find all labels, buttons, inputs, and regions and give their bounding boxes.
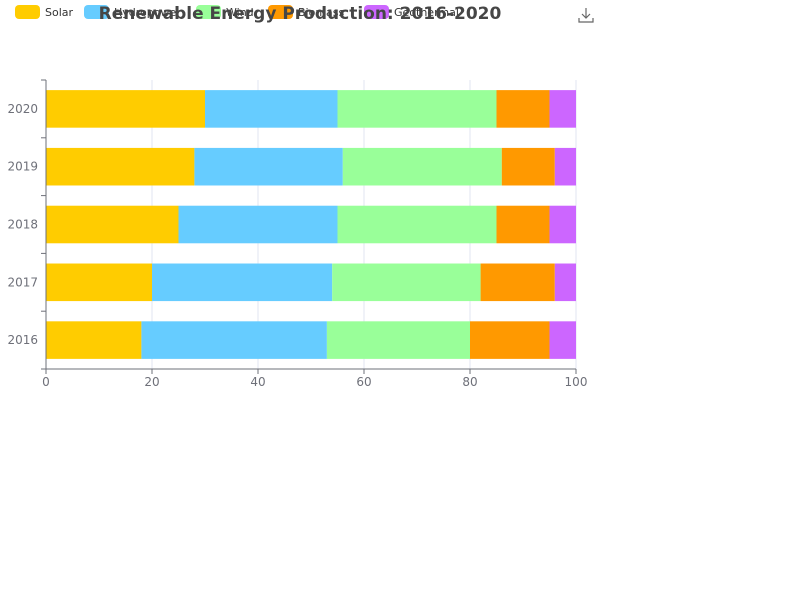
bar-hydropower-2018[interactable] (178, 205, 338, 244)
legend-label: Geothermal (394, 6, 459, 19)
bar-solar-2018[interactable] (46, 205, 179, 244)
bar-solar-2017[interactable] (46, 263, 152, 302)
bars (46, 90, 576, 359)
x-tick-label: 80 (462, 375, 477, 389)
bar-geothermal-2016[interactable] (549, 321, 577, 359)
bar-hydropower-2019[interactable] (194, 147, 343, 186)
legend-item-wind[interactable]: Wind (196, 5, 254, 19)
legend-swatch (268, 5, 293, 19)
bar-hydropower-2020[interactable] (205, 90, 338, 128)
bar-geothermal-2019[interactable] (554, 147, 576, 186)
bar-geothermal-2018[interactable] (549, 205, 577, 244)
legend-swatch (196, 5, 221, 19)
bar-geothermal-2017[interactable] (554, 263, 576, 302)
bar-wind-2019[interactable] (342, 147, 502, 186)
legend-item-biomass[interactable]: Biomass (268, 5, 345, 19)
bar-wind-2018[interactable] (337, 205, 497, 244)
legend-label: Biomass (298, 6, 345, 19)
legend-swatch (15, 5, 40, 19)
bar-wind-2016[interactable] (326, 321, 470, 359)
legend-label: Wind (226, 6, 254, 19)
axes: 2016 2017 2018 2019 2020 0 20 40 60 80 100 (7, 79, 588, 389)
bar-wind-2020[interactable] (337, 90, 497, 128)
x-tick-label: 20 (144, 375, 159, 389)
x-tick-label: 0 (42, 375, 50, 389)
y-tick-label: 2018 (7, 218, 38, 232)
legend-swatch (364, 5, 389, 19)
bar-biomass-2020[interactable] (496, 90, 550, 128)
legend: Solar Hydropower Wind Biomass Geothermal (15, 5, 459, 19)
bar-solar-2019[interactable] (46, 147, 195, 186)
bar-solar-2016[interactable] (46, 321, 142, 359)
bar-biomass-2019[interactable] (501, 147, 555, 186)
bar-geothermal-2020[interactable] (549, 90, 577, 128)
chart-title: Renewable Energy Production: 2016-2020 (99, 4, 502, 24)
legend-label: Solar (45, 6, 74, 19)
x-tick-label: 60 (356, 375, 371, 389)
bar-wind-2017[interactable] (332, 263, 481, 302)
y-tick-label: 2016 (7, 333, 38, 347)
bar-biomass-2016[interactable] (470, 321, 550, 359)
legend-item-solar[interactable]: Solar (15, 5, 74, 19)
download-icon (578, 8, 594, 23)
y-tick-label: 2017 (7, 275, 38, 289)
bar-hydropower-2016[interactable] (141, 321, 327, 359)
bar-hydropower-2017[interactable] (152, 263, 333, 302)
legend-swatch (84, 5, 109, 19)
download-button[interactable] (576, 5, 596, 25)
legend-item-geothermal[interactable]: Geothermal (364, 5, 459, 19)
bar-biomass-2017[interactable] (480, 263, 555, 302)
bar-biomass-2018[interactable] (496, 205, 550, 244)
y-tick-label: 2019 (7, 160, 38, 174)
legend-item-hydropower[interactable]: Hydropower (84, 5, 181, 19)
legend-label: Hydropower (114, 6, 181, 19)
bar-solar-2020[interactable] (46, 90, 205, 128)
x-tick-label: 40 (250, 375, 265, 389)
x-tick-label: 100 (565, 375, 588, 389)
y-tick-label: 2020 (7, 102, 38, 116)
